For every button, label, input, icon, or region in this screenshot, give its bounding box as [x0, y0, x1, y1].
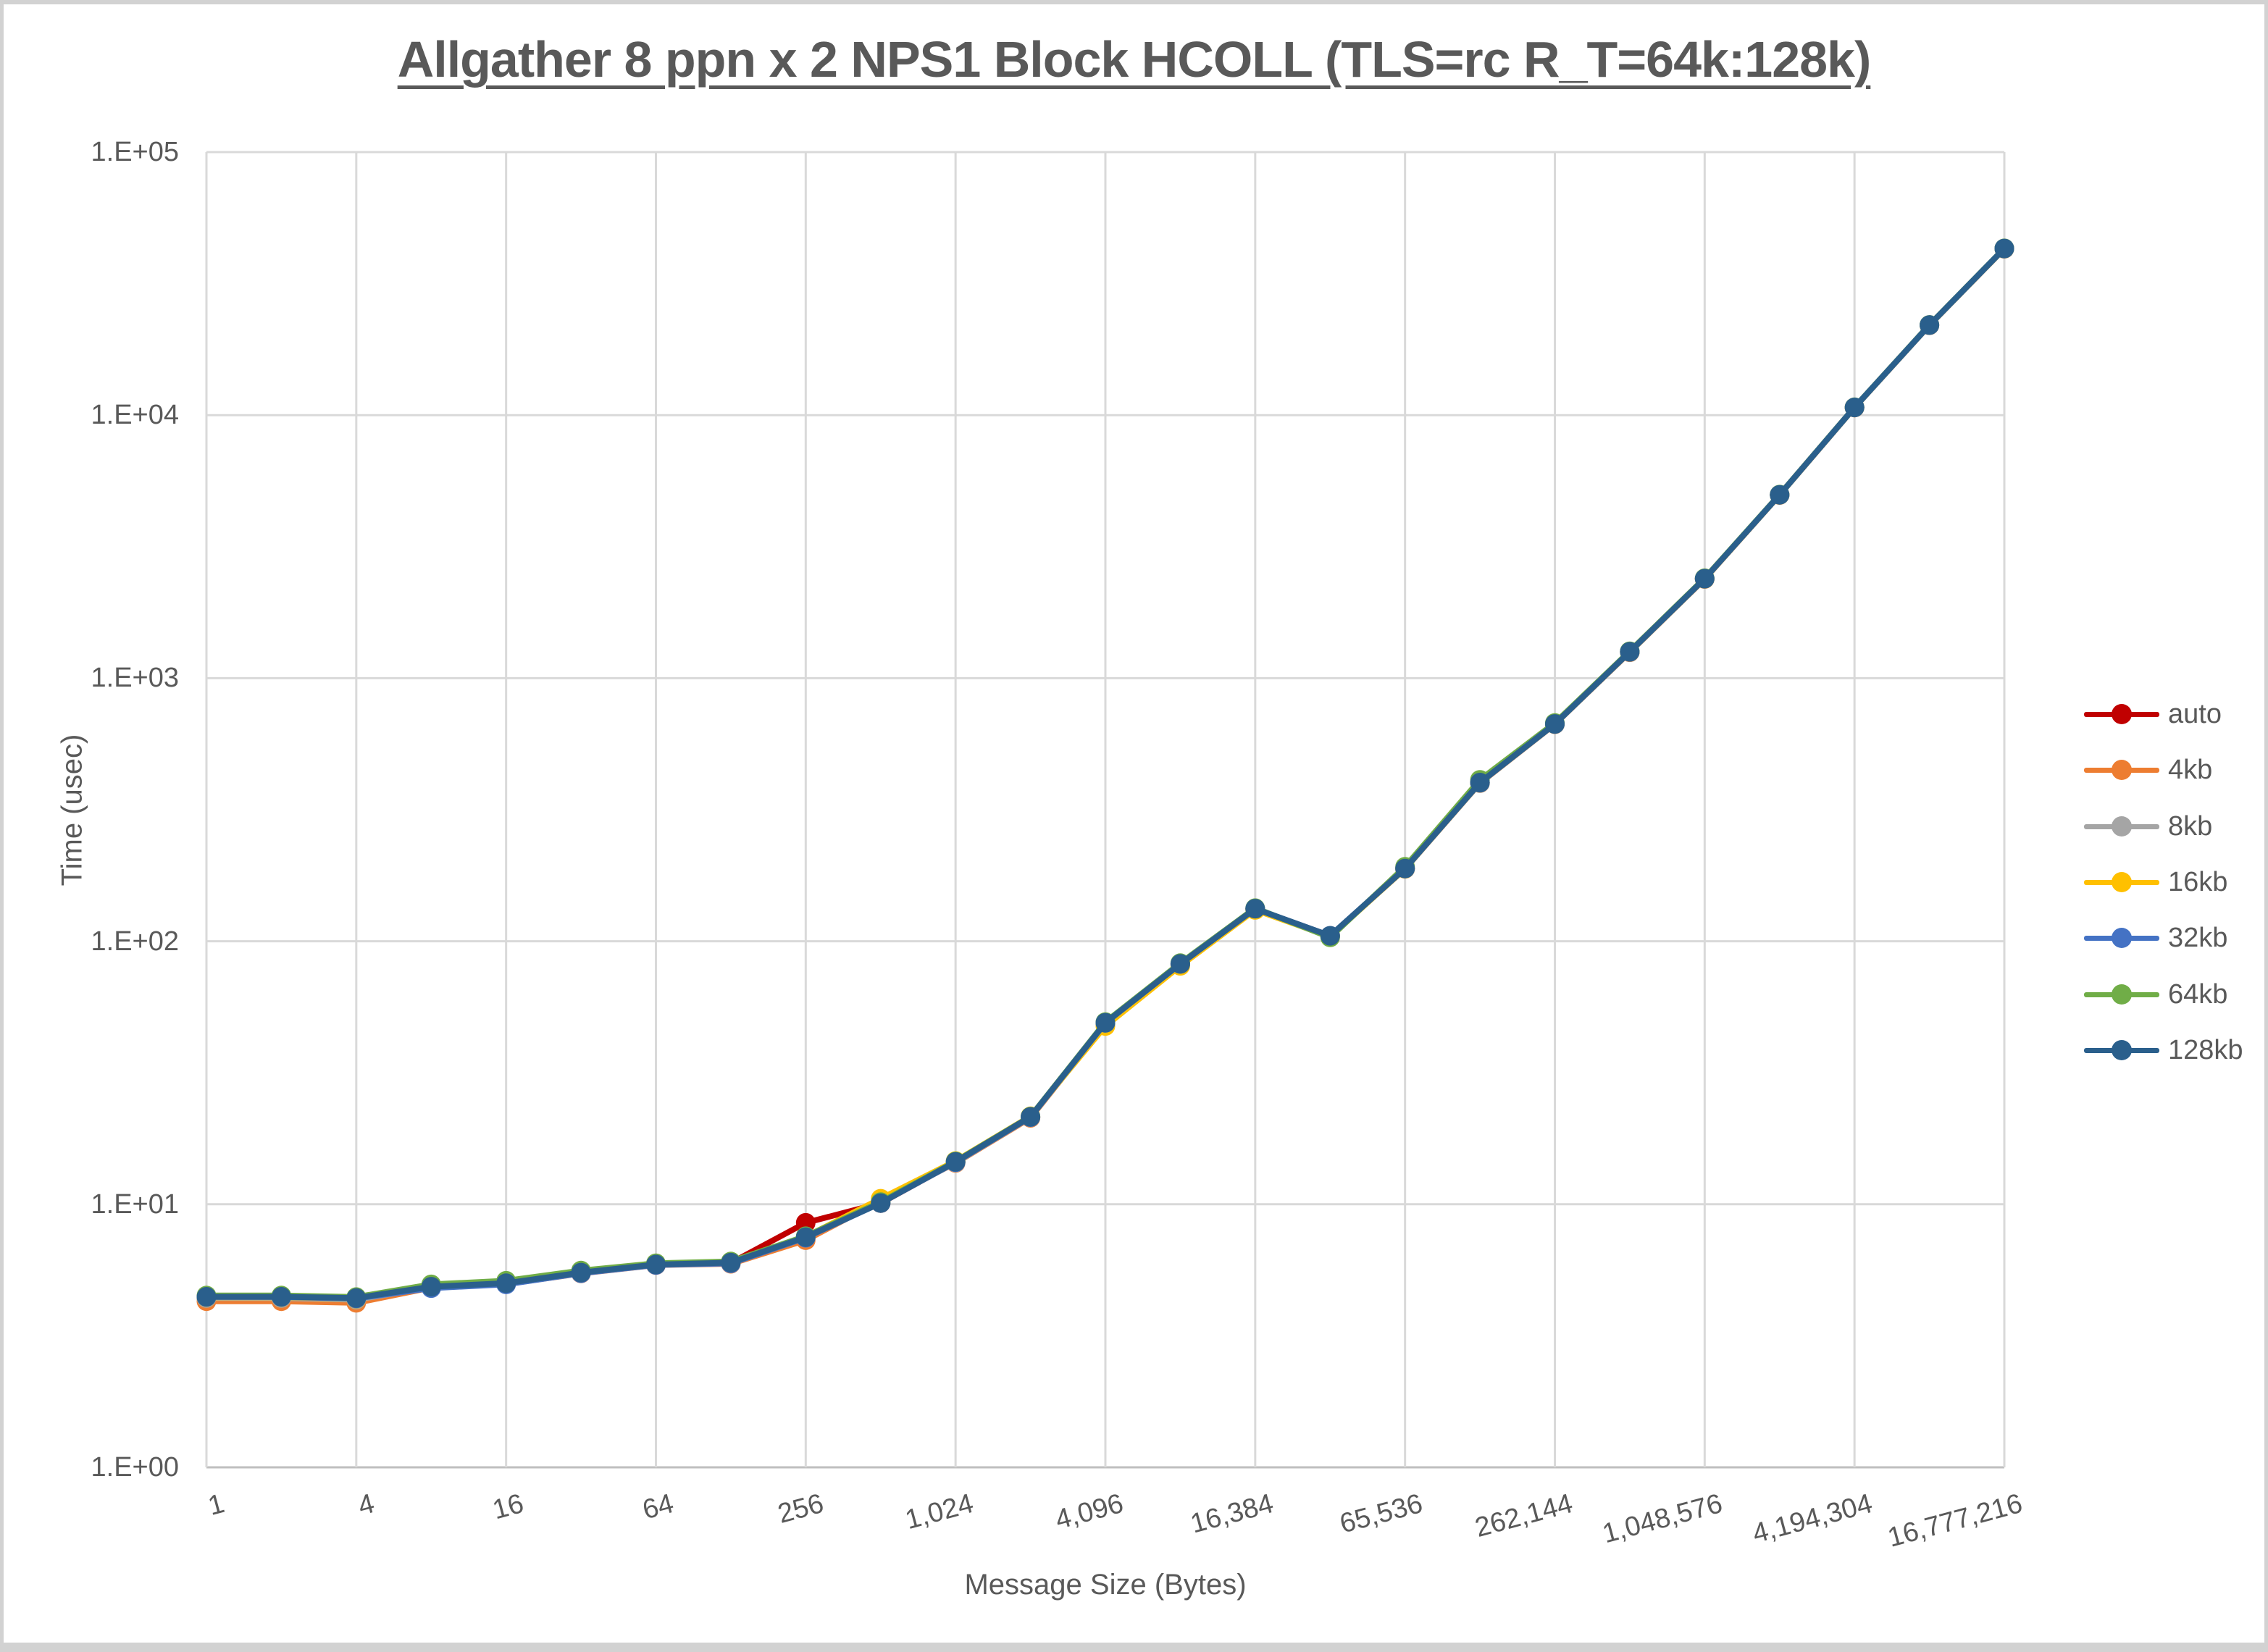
legend-dot-swatch	[2112, 760, 2132, 780]
legend-label: 64kb	[2168, 979, 2227, 1010]
legend-item-128kb: 128kb	[2084, 1034, 2243, 1066]
series-marker-128kb	[1321, 926, 1340, 946]
legend-label: 128kb	[2168, 1035, 2243, 1066]
series-marker-128kb	[1920, 315, 1939, 335]
series-marker-128kb	[1245, 899, 1265, 918]
series-marker-128kb	[1695, 569, 1715, 589]
y-tick-label: 1.E+04	[56, 399, 179, 431]
series-marker-128kb	[496, 1273, 516, 1293]
legend-item-4kb: 4kb	[2084, 754, 2212, 786]
y-tick-label: 1.E+03	[56, 662, 179, 694]
legend-label: auto	[2168, 699, 2222, 730]
series-marker-128kb	[1171, 954, 1190, 973]
series-marker-128kb	[272, 1287, 291, 1307]
y-axis-title: Time (usec)	[57, 702, 89, 919]
legend-marker-icon	[2084, 754, 2159, 786]
chart-canvas: Allgather 8 ppn x 2 NPS1 Block HCOLL (TL…	[4, 4, 2264, 1643]
legend-dot-swatch	[2112, 1040, 2132, 1060]
series-marker-128kb	[572, 1263, 591, 1283]
series-marker-128kb	[1620, 642, 1639, 661]
series-marker-128kb	[1021, 1107, 1040, 1127]
series-marker-128kb	[422, 1277, 441, 1296]
legend-label: 32kb	[2168, 923, 2227, 954]
series-marker-128kb	[796, 1228, 816, 1247]
y-tick-label: 1.E+05	[56, 136, 179, 168]
legend-marker-icon	[2084, 866, 2159, 898]
series-marker-128kb	[721, 1253, 740, 1272]
series-marker-128kb	[1770, 485, 1789, 505]
legend-marker-icon	[2084, 1034, 2159, 1066]
x-axis-title: Message Size (Bytes)	[206, 1569, 2004, 1601]
series-marker-128kb	[946, 1152, 966, 1172]
legend-label: 8kb	[2168, 811, 2212, 842]
legend-dot-swatch	[2112, 816, 2132, 837]
series-marker-128kb	[1845, 398, 1865, 417]
legend-dot-swatch	[2112, 872, 2132, 892]
y-tick-label: 1.E+00	[56, 1451, 179, 1483]
legend-marker-icon	[2084, 698, 2159, 730]
plot-area	[4, 4, 2268, 1652]
y-tick-label: 1.E+01	[56, 1188, 179, 1220]
series-marker-128kb	[197, 1287, 217, 1307]
y-tick-label: 1.E+02	[56, 926, 179, 957]
series-marker-128kb	[1096, 1013, 1116, 1033]
series-marker-128kb	[1545, 714, 1565, 734]
legend-item-8kb: 8kb	[2084, 810, 2212, 842]
series-marker-128kb	[346, 1288, 366, 1308]
legend-marker-icon	[2084, 810, 2159, 842]
legend-label: 4kb	[2168, 755, 2212, 786]
series-marker-128kb	[871, 1194, 890, 1213]
legend-marker-icon	[2084, 978, 2159, 1010]
legend-label: 16kb	[2168, 867, 2227, 898]
series-marker-128kb	[1470, 773, 1490, 792]
legend-dot-swatch	[2112, 984, 2132, 1005]
legend-marker-icon	[2084, 922, 2159, 954]
legend-item-16kb: 16kb	[2084, 866, 2227, 898]
legend-dot-swatch	[2112, 704, 2132, 724]
series-marker-128kb	[1395, 859, 1415, 879]
legend-dot-swatch	[2112, 928, 2132, 948]
legend-item-auto: auto	[2084, 698, 2222, 730]
series-marker-128kb	[1995, 239, 2014, 259]
legend-item-32kb: 32kb	[2084, 922, 2227, 954]
legend-item-64kb: 64kb	[2084, 978, 2227, 1010]
series-marker-128kb	[646, 1255, 666, 1275]
